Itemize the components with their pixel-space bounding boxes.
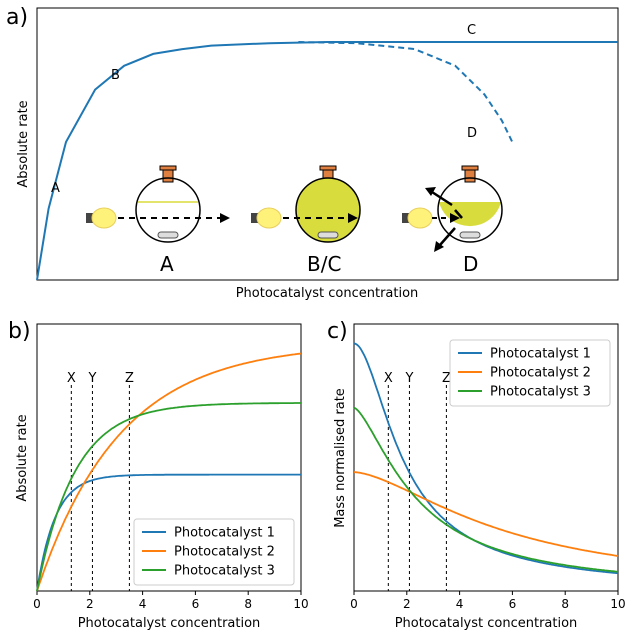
series-line-3 <box>353 406 619 573</box>
scatter-arrow-right <box>454 209 463 219</box>
x-tick-label: 8 <box>561 597 569 611</box>
illustration-d: D <box>402 165 503 276</box>
arrowhead-icon <box>220 213 230 223</box>
arrowhead-icon <box>434 241 444 252</box>
bulb-icon <box>402 207 433 229</box>
panel-a-ylabel: Absolute rate <box>16 100 31 187</box>
illustration-bc-label: B/C <box>307 252 341 276</box>
vline-label-z: Z <box>125 371 134 386</box>
panel-b-ticks: 0 2 4 6 8 10 <box>33 591 309 611</box>
panel-a-xlabel: Photocatalyst concentration <box>236 286 419 301</box>
x-tick-label: 2 <box>86 597 94 611</box>
x-tick-label: 0 <box>33 597 41 611</box>
panel-b-ylabel: Absolute rate <box>15 414 30 501</box>
series-line-dashed <box>298 41 515 145</box>
panel-b-frame <box>36 323 302 592</box>
scatter-arrow-up <box>431 190 453 207</box>
x-tick-label: 8 <box>244 597 252 611</box>
panel-c-ylabel: Mass normalised rate <box>333 388 348 528</box>
panel-c-legend: Photocatalyst 1 Photocatalyst 2 Photocatal… <box>449 339 611 407</box>
x-tick-label: 10 <box>610 597 625 611</box>
arrowhead-icon <box>425 187 436 196</box>
x-tick-label: 10 <box>293 597 308 611</box>
x-tick-label: 6 <box>509 597 517 611</box>
panel-a-annotation-c: C <box>467 23 476 38</box>
panel-b-label: b) <box>8 319 31 344</box>
series-line-3 <box>36 402 301 592</box>
panel-b-xlabel: Photocatalyst concentration <box>78 616 261 631</box>
panel-c-label: c) <box>327 319 348 344</box>
panel-a-curves <box>36 41 618 281</box>
panel-a-frame <box>36 7 619 281</box>
bulb-icon <box>251 207 282 229</box>
legend-label: Photocatalyst 2 <box>174 545 275 560</box>
legend-label: Photocatalyst 3 <box>174 564 275 579</box>
series-line-2 <box>354 471 619 557</box>
series-line-solid <box>36 41 618 281</box>
vline-label-x: X <box>384 371 393 386</box>
vline-label-y: Y <box>87 371 96 386</box>
series-line-2 <box>36 352 302 592</box>
panel-a-annotation-a: A <box>51 181 60 196</box>
series-line-1 <box>36 473 301 592</box>
x-tick-label: 0 <box>350 597 358 611</box>
legend-label: Photocatalyst 2 <box>490 366 591 381</box>
legend-label: Photocatalyst 1 <box>490 347 591 362</box>
x-tick-label: 4 <box>139 597 147 611</box>
flask-icon <box>437 165 503 243</box>
panel-a-annotation-b: B <box>111 68 120 83</box>
illustration-a: A <box>86 165 230 276</box>
legend-label: Photocatalyst 3 <box>490 385 591 400</box>
panel-c-xlabel: Photocatalyst concentration <box>395 616 578 631</box>
panel-a: a) A B C D Absolute rate Photocatalyst c… <box>6 5 619 301</box>
illustration-a-label: A <box>160 252 174 276</box>
x-tick-label: 6 <box>192 597 200 611</box>
arrowhead-icon <box>450 213 460 223</box>
legend-label: Photocatalyst 1 <box>174 526 275 541</box>
flask-icon <box>135 165 201 243</box>
panel-a-annotation-d: D <box>467 126 477 141</box>
x-tick-label: 4 <box>456 597 464 611</box>
vline-label-y: Y <box>404 371 413 386</box>
illustration-bc: B/C <box>251 165 361 276</box>
flask-icon <box>295 165 361 243</box>
arrowhead-icon <box>348 213 358 223</box>
panel-c-curves <box>353 342 619 575</box>
vline-label-z: Z <box>442 371 451 386</box>
x-tick-label: 2 <box>403 597 411 611</box>
panel-a-label: a) <box>6 5 28 30</box>
vline-label-x: X <box>67 371 76 386</box>
bulb-icon <box>86 207 117 229</box>
scatter-arrow-down <box>439 227 456 246</box>
panel-c-frame <box>353 323 619 592</box>
illustration-d-label: D <box>463 252 478 276</box>
legend-box <box>133 518 295 586</box>
panel-c-ticks: 0 2 4 6 8 10 <box>350 591 626 611</box>
panel-b-curves <box>36 352 302 592</box>
panel-b-legend: Photocatalyst 1 Photocatalyst 2 Photocatal… <box>133 518 295 586</box>
legend-box <box>449 339 611 407</box>
